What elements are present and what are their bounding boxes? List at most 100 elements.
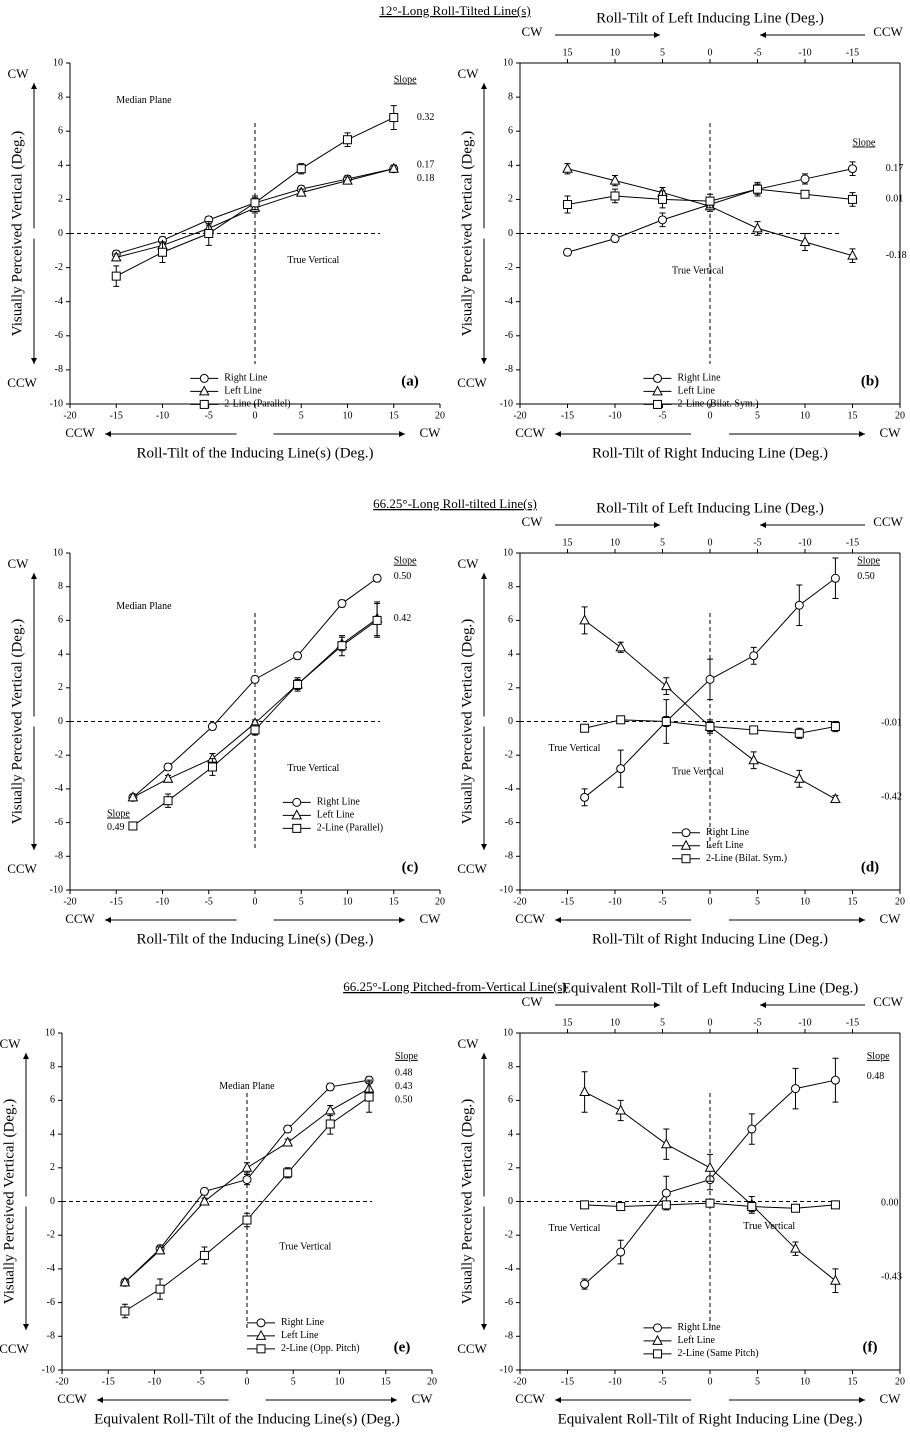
x-tick-label: -15	[110, 896, 123, 907]
marker	[164, 774, 173, 783]
marker	[617, 1203, 625, 1211]
y-tick-label: 6	[508, 1095, 513, 1106]
x-axis-title: Equivalent Roll-Tilt of Right Inducing L…	[558, 1411, 863, 1427]
y-tick-label: -6	[55, 330, 63, 341]
marker	[159, 248, 167, 256]
slope-title: Slope	[867, 1051, 890, 1062]
marker	[326, 1120, 334, 1128]
x-dir-label: CCW	[515, 1391, 545, 1406]
x-dir-arrow-head	[555, 1397, 561, 1403]
slope-value: -0.01	[881, 717, 902, 728]
marker	[243, 1176, 251, 1184]
x-dir-arrow-head	[97, 1397, 103, 1403]
x2-tick-label: 15	[563, 1017, 573, 1028]
legend-marker	[654, 1324, 662, 1332]
y-dir-arrow-head	[31, 573, 37, 579]
y-dir-label: CW	[0, 1036, 21, 1051]
annotation: True Vertical	[672, 766, 724, 777]
y-tick-label: -2	[505, 262, 513, 273]
marker	[200, 1251, 208, 1259]
marker	[749, 755, 758, 764]
x-tick-label: 10	[335, 1376, 345, 1387]
marker	[243, 1216, 251, 1224]
x-tick-label: -15	[561, 1376, 574, 1387]
y-dir-label: CCW	[457, 375, 487, 390]
x2-dir-arrow-head	[654, 1002, 660, 1008]
y-tick-label: 4	[58, 648, 63, 659]
y-tick-label: -8	[505, 364, 513, 375]
y-tick-label: -8	[55, 851, 63, 862]
marker	[390, 114, 398, 122]
x-tick-label: 15	[848, 896, 858, 907]
y-tick-label: 6	[508, 125, 513, 136]
y-dir-label: CW	[458, 556, 480, 571]
legend-marker	[292, 810, 301, 819]
y-tick-label: -6	[47, 1297, 55, 1308]
marker	[563, 164, 572, 173]
x-tick-label: 5	[291, 1376, 296, 1387]
y-tick-label: -10	[500, 398, 513, 409]
x2-dir-arrow-head	[760, 32, 766, 38]
marker	[581, 793, 589, 801]
slope-title: Slope	[395, 1051, 418, 1062]
legend-label: Left Line	[678, 386, 716, 397]
x2-dir-arrow-head	[654, 32, 660, 38]
figure: 12°-Long Roll-Tilted Line(s) 66.25°-Long…	[0, 0, 910, 1449]
slope-value: 0.50	[857, 571, 875, 582]
marker	[659, 216, 667, 224]
x-tick-label: 5	[299, 896, 304, 907]
x-tick-label: -15	[561, 410, 574, 421]
legend-label: Right Line	[678, 1322, 722, 1333]
legend-marker	[200, 374, 208, 382]
y-tick-label: -6	[505, 1297, 513, 1308]
marker	[831, 574, 839, 582]
x-dir-arrow-head	[555, 917, 561, 923]
legend-marker	[654, 400, 662, 408]
marker	[294, 652, 302, 660]
marker	[294, 680, 302, 688]
marker	[662, 1189, 670, 1197]
marker	[662, 1201, 670, 1209]
legend-marker	[654, 374, 662, 382]
x-tick-label: -15	[561, 896, 574, 907]
x2-axis-title: Equivalent Roll-Tilt of Left Inducing Li…	[562, 980, 858, 996]
marker	[164, 763, 172, 771]
marker	[616, 642, 625, 651]
y-dir-arrow-head	[31, 358, 37, 364]
legend-label: Left Line	[317, 810, 355, 821]
y-dir-label: CCW	[7, 375, 37, 390]
slope-value: 0.17	[417, 160, 435, 171]
legend-label: 2-Line (Opp. Pitch)	[281, 1343, 360, 1354]
marker	[831, 1076, 839, 1084]
legend-label: Right Line	[317, 797, 361, 808]
y-tick-label: 0	[58, 716, 63, 727]
y-tick-label: 4	[50, 1128, 55, 1139]
y-axis-title: Visually Perceived Vertical (Deg.)	[459, 1099, 475, 1304]
x-tick-label: 0	[708, 896, 713, 907]
x-dir-arrow-head	[105, 917, 111, 923]
y-tick-label: -2	[47, 1229, 55, 1240]
legend-marker	[293, 824, 301, 832]
legend-marker	[682, 841, 691, 850]
x2-axis-title: Roll-Tilt of Left Inducing Line (Deg.)	[596, 500, 824, 516]
marker	[849, 195, 857, 203]
x2-tick-label: 5	[660, 537, 665, 548]
legend-marker	[257, 1345, 265, 1353]
x-tick-label: 20	[435, 410, 445, 421]
legend-marker	[200, 386, 209, 395]
y-tick-label: -4	[505, 296, 513, 307]
legend-label: Right Line	[706, 827, 750, 838]
y-tick-label: 10	[503, 57, 513, 68]
x2-dir-label: CW	[522, 24, 544, 39]
x2-tick-label: -10	[798, 537, 811, 548]
marker	[831, 794, 840, 803]
slope-value: 0.43	[395, 1081, 413, 1092]
x-tick-label: -5	[658, 1376, 666, 1387]
slope-value: 0.42	[394, 613, 412, 624]
panel-label: (c)	[402, 859, 419, 875]
y-dir-label: CW	[458, 1036, 480, 1051]
marker	[564, 201, 572, 209]
x-dir-label: CCW	[515, 911, 545, 926]
x2-tick-label: 10	[610, 1017, 620, 1028]
x-tick-label: -15	[102, 1376, 115, 1387]
